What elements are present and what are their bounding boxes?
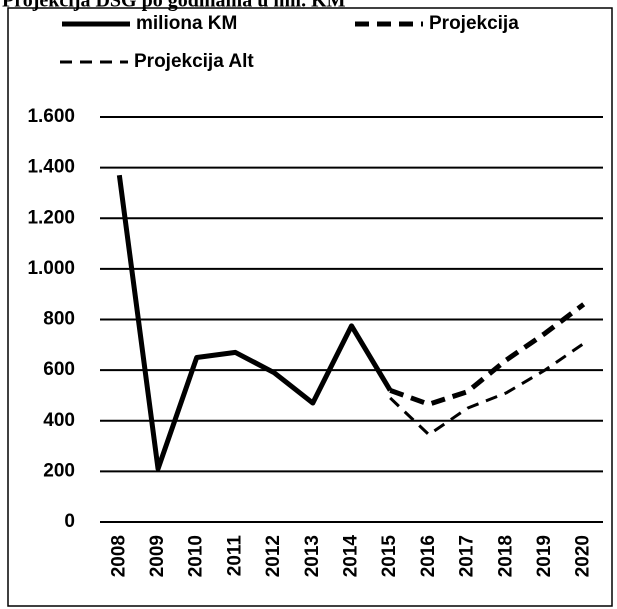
x-tick-label: 2014 [341, 535, 362, 578]
x-tick-label: 2011 [224, 535, 245, 577]
x-tick-label: 2013 [302, 535, 323, 577]
x-tick-label: 2010 [186, 535, 207, 577]
y-tick-label: 1.600 [27, 106, 75, 127]
legend-label: Projekcija [429, 13, 519, 34]
chart-frame [7, 7, 613, 607]
y-tick-label: 600 [43, 359, 75, 380]
chart-title: Projekcija DSG po godinama u mil. KM [2, 0, 346, 12]
y-tick-label: 200 [43, 460, 75, 481]
series-line [116, 174, 393, 472]
x-tick-label: 2009 [147, 535, 168, 577]
y-tick-label: 800 [43, 309, 75, 330]
x-tick-label: 2018 [495, 535, 516, 577]
legend-label: Projekcija Alt [134, 51, 254, 72]
x-tick-label: 2016 [418, 535, 439, 577]
y-tick-label: 0 [64, 511, 75, 532]
x-tick-label: 2020 [573, 535, 594, 577]
series-line [389, 302, 586, 407]
x-tick-label: 2019 [534, 535, 555, 577]
x-tick-label: 2015 [379, 535, 400, 578]
series-line [389, 342, 585, 437]
legend-label: miliona KM [136, 13, 237, 34]
x-tick-label: 2008 [108, 535, 129, 577]
y-tick-label: 400 [43, 410, 75, 431]
y-tick-label: 1.000 [27, 258, 75, 279]
x-tick-label: 2012 [263, 535, 284, 577]
y-tick-label: 1.200 [27, 207, 75, 228]
x-tick-label: 2017 [457, 535, 478, 577]
y-tick-label: 1.400 [27, 157, 75, 178]
